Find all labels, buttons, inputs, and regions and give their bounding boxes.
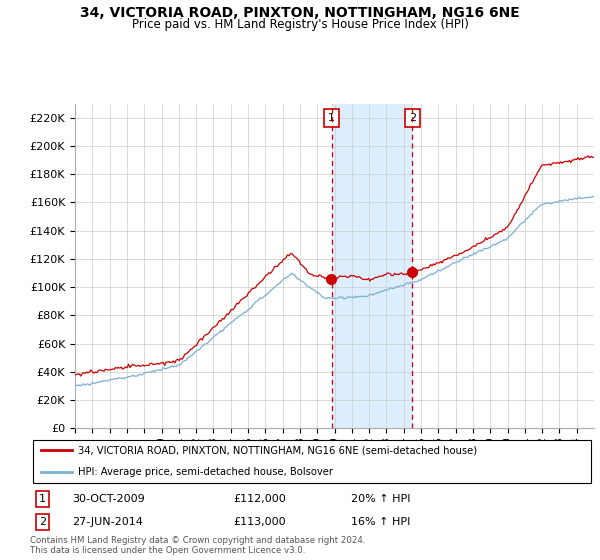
Text: HPI: Average price, semi-detached house, Bolsover: HPI: Average price, semi-detached house,… [78, 466, 333, 477]
Text: 20% ↑ HPI: 20% ↑ HPI [352, 494, 411, 503]
Text: 2: 2 [39, 517, 46, 526]
Text: Price paid vs. HM Land Registry's House Price Index (HPI): Price paid vs. HM Land Registry's House … [131, 18, 469, 31]
Text: 16% ↑ HPI: 16% ↑ HPI [352, 517, 411, 526]
Text: 1: 1 [328, 113, 335, 123]
FancyBboxPatch shape [33, 440, 591, 483]
Text: £112,000: £112,000 [233, 494, 286, 503]
Bar [332, 104, 412, 428]
Text: £113,000: £113,000 [233, 517, 286, 526]
Text: 2: 2 [409, 113, 416, 123]
Text: 34, VICTORIA ROAD, PINXTON, NOTTINGHAM, NG16 6NE: 34, VICTORIA ROAD, PINXTON, NOTTINGHAM, … [80, 6, 520, 20]
Text: 1: 1 [39, 494, 46, 503]
Text: 34, VICTORIA ROAD, PINXTON, NOTTINGHAM, NG16 6NE (semi-detached house): 34, VICTORIA ROAD, PINXTON, NOTTINGHAM, … [78, 445, 477, 455]
Text: Contains HM Land Registry data © Crown copyright and database right 2024.
This d: Contains HM Land Registry data © Crown c… [30, 536, 365, 556]
Text: 30-OCT-2009: 30-OCT-2009 [73, 494, 145, 503]
Text: 27-JUN-2014: 27-JUN-2014 [73, 517, 143, 526]
